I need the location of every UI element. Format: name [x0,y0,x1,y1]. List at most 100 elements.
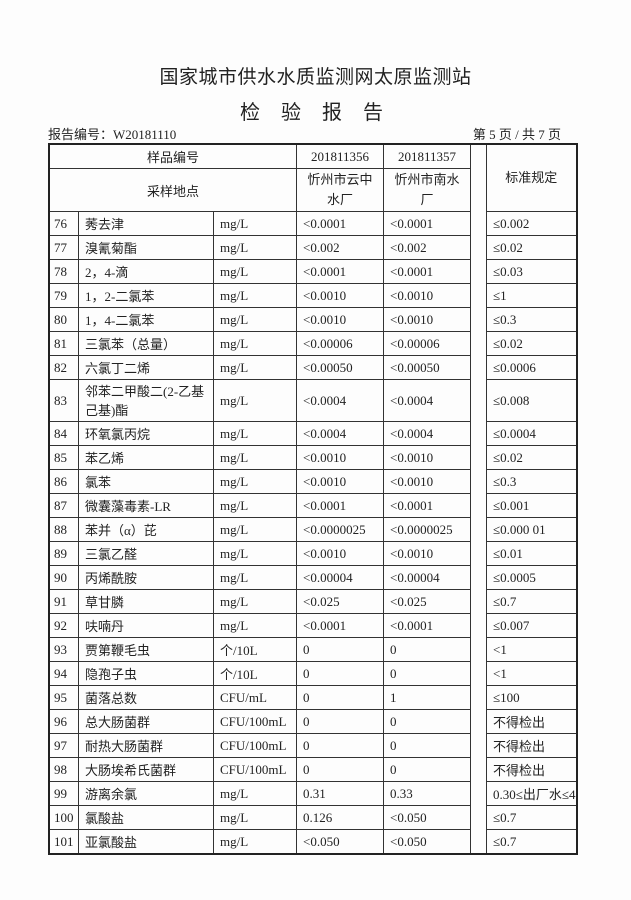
item-number: 88 [48,517,79,542]
column-gap [470,565,487,590]
standard-value: ≤0.0005 [485,565,578,590]
column-gap [470,757,487,782]
item-name: 菌落总数 [78,685,214,710]
column-gap [470,331,487,356]
item-name: 溴氰菊酯 [78,235,214,260]
sample-2-value: <0.0010 [383,445,471,470]
standard-value: ≤0.7 [485,805,578,830]
sample-1-value: 0 [296,661,384,686]
column-gap [470,805,487,830]
sample-1-value: <0.0004 [296,379,384,422]
standard-value: ≤0.3 [485,307,578,332]
standard-label: 标准规定 [485,143,578,212]
item-number: 80 [48,307,79,332]
sample-2-value: <0.0004 [383,379,471,422]
column-gap [470,445,487,470]
standard-value: ≤0.0004 [485,421,578,446]
sample-1-value: 0 [296,685,384,710]
sample-2-value: <0.00006 [383,331,471,356]
item-unit: mg/L [213,565,297,590]
item-name: 莠去津 [78,211,214,236]
item-unit: mg/L [213,805,297,830]
column-gap [470,709,487,734]
item-number: 83 [48,379,79,422]
item-unit: CFU/100mL [213,757,297,782]
table-row: 85 苯乙烯 mg/L <0.0010 <0.0010 ≤0.02 [48,445,578,470]
table-row: 91 草甘膦 mg/L <0.025 <0.025 ≤0.7 [48,589,578,614]
sample-id: 201811356 [296,143,384,169]
table-row: 80 1，4-二氯苯 mg/L <0.0010 <0.0010 ≤0.3 [48,307,578,332]
sample-1-value: 0 [296,757,384,782]
item-number: 95 [48,685,79,710]
item-number: 76 [48,211,79,236]
column-gap [470,259,487,284]
item-unit: mg/L [213,331,297,356]
item-number: 99 [48,781,79,806]
item-number: 89 [48,541,79,566]
standard-value: ≤0.02 [485,445,578,470]
sample-1-value: <0.002 [296,235,384,260]
standard-value: ≤0.007 [485,613,578,638]
item-unit: mg/L [213,235,297,260]
item-name: 呋喃丹 [78,613,214,638]
item-name: 草甘膦 [78,589,214,614]
table-row: 86 氯苯 mg/L <0.0010 <0.0010 ≤0.3 [48,469,578,494]
table-row: 76 莠去津 mg/L <0.0001 <0.0001 ≤0.002 [48,211,578,236]
column-gap [470,307,487,332]
standard-value: ≤0.3 [485,469,578,494]
sample-2-value: <0.0010 [383,469,471,494]
sample-2-value: 0 [383,709,471,734]
sample-2-value: <0.0004 [383,421,471,446]
sample-2-value: <0.0001 [383,493,471,518]
sample-1-value: <0.025 [296,589,384,614]
item-number: 87 [48,493,79,518]
standard-value: <1 [485,661,578,686]
sample-1-value: <0.0010 [296,469,384,494]
sample-2-value: <0.0010 [383,307,471,332]
sample-2-value: <0.050 [383,805,471,830]
sample-2-value: <0.002 [383,235,471,260]
sample-1-value: <0.0001 [296,259,384,284]
column-gap [470,517,487,542]
standard-value: ≤0.02 [485,235,578,260]
item-unit: mg/L [213,421,297,446]
table-row: 93 贾第鞭毛虫 个/10L 0 0 <1 [48,637,578,662]
standard-value: ≤0.02 [485,331,578,356]
item-name: 苯乙烯 [78,445,214,470]
item-number: 98 [48,757,79,782]
item-name: 隐孢子虫 [78,661,214,686]
item-number: 77 [48,235,79,260]
report-number: 报告编号：W20181110 [48,127,177,142]
table-row: 98 大肠埃希氏菌群 CFU/100mL 0 0 不得检出 [48,757,578,782]
column-gap [470,469,487,494]
item-unit: mg/L [213,517,297,542]
item-number: 86 [48,469,79,494]
item-name: 游离余氯 [78,781,214,806]
table-row: 94 隐孢子虫 个/10L 0 0 <1 [48,661,578,686]
item-name: 总大肠菌群 [78,709,214,734]
item-unit: mg/L [213,259,297,284]
item-name: 氯苯 [78,469,214,494]
sample-1-value: 0.126 [296,805,384,830]
table-row: 84 环氧氯丙烷 mg/L <0.0004 <0.0004 ≤0.0004 [48,421,578,446]
standard-value: ≤0.03 [485,259,578,284]
column-gap [470,733,487,758]
location-label: 采样地点 [48,168,297,212]
column-gap [470,143,487,212]
standard-value: ≤0.002 [485,211,578,236]
item-unit: CFU/mL [213,685,297,710]
sample-1-value: <0.00006 [296,331,384,356]
table-row: 83 邻苯二甲酸二(2-乙基己基)酯 mg/L <0.0004 <0.0004 ≤0.00… [48,379,578,422]
item-number: 94 [48,661,79,686]
sample-2-value: 0.33 [383,781,471,806]
sample-1-value: 0 [296,709,384,734]
column-gap [470,235,487,260]
standard-value: <1 [485,637,578,662]
table-row: 78 2，4-滴 mg/L <0.0001 <0.0001 ≤0.03 [48,259,578,284]
item-unit: mg/L [213,355,297,380]
organization-name: 国家城市供水水质监测网太原监测站 [159,67,472,88]
sample-2-value: <0.00004 [383,565,471,590]
standard-value: ≤0.01 [485,541,578,566]
item-unit: mg/L [213,469,297,494]
table-row: 88 苯并（α）芘 mg/L <0.0000025 <0.0000025 ≤0.000 0… [48,517,578,542]
